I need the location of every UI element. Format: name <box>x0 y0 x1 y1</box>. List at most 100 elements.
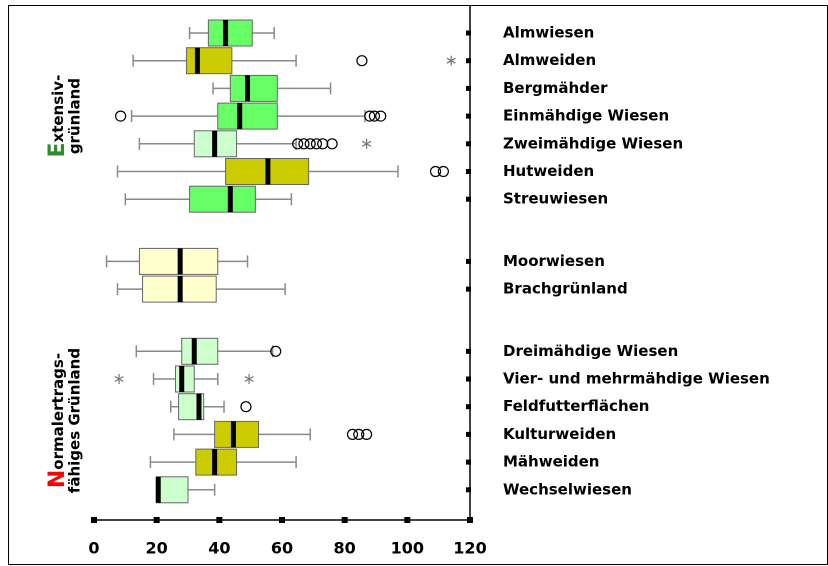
x-tick-label: 80 <box>334 539 356 558</box>
outlier <box>346 428 359 440</box>
median <box>179 366 185 392</box>
x-tick <box>467 517 473 523</box>
category-label: Almwiesen <box>503 24 594 42</box>
outlier <box>368 110 381 122</box>
category-label: Wechselwiesen <box>503 480 632 498</box>
category-label: Dreimähdige Wiesen <box>503 342 678 360</box>
x-tick <box>153 517 160 523</box>
category-label: Streuwiesen <box>503 190 608 208</box>
x-tick <box>404 517 411 523</box>
group-initial: E <box>45 142 70 157</box>
category-label: Almweiden <box>503 51 596 69</box>
median <box>191 338 197 365</box>
category-tick <box>466 404 471 410</box>
category-label: Kulturweiden <box>503 425 616 443</box>
median <box>196 393 202 420</box>
outlier <box>356 55 368 67</box>
group-label-line: grünland <box>66 78 84 154</box>
category-label: Vier- und mehrmähdige Wiesen <box>503 370 770 388</box>
box <box>214 420 259 448</box>
category-tick <box>466 258 471 264</box>
x-tick-label: 40 <box>208 539 230 558</box>
outlier <box>317 138 329 150</box>
box <box>181 337 219 365</box>
box <box>229 74 278 102</box>
extreme-mark <box>446 55 456 66</box>
extreme-stroke <box>361 140 372 147</box>
outlier <box>304 138 316 150</box>
median <box>237 103 243 130</box>
extreme-stroke <box>114 375 124 383</box>
category-tick <box>466 141 471 147</box>
category-label: Einmähdige Wiesen <box>503 107 669 125</box>
category-label: Feldfutterflächen <box>503 397 649 415</box>
category-tick <box>466 431 471 437</box>
outlier <box>361 428 373 440</box>
category-label: Hutweiden <box>503 162 594 180</box>
median <box>177 248 183 275</box>
category-tick <box>466 348 471 354</box>
extreme-stroke <box>446 57 456 64</box>
outlier <box>326 138 338 150</box>
group-label-line: xtensiv- <box>49 75 67 143</box>
x-tick-label: 60 <box>271 539 293 558</box>
box <box>189 185 256 213</box>
median <box>245 75 251 102</box>
category-tick <box>466 286 471 292</box>
x-tick-label: 0 <box>88 539 99 558</box>
median <box>177 276 183 303</box>
median <box>223 20 229 46</box>
category-tick <box>466 196 471 202</box>
extreme-mark <box>361 138 372 149</box>
category-label: Mähweiden <box>503 453 600 471</box>
group-label-line: fähiges Grünland <box>66 348 84 493</box>
median <box>227 186 233 213</box>
outlier <box>298 138 310 150</box>
outlier <box>364 110 376 122</box>
median <box>212 130 218 157</box>
category-tick <box>466 30 471 36</box>
median <box>265 158 271 185</box>
box <box>217 102 278 130</box>
category-tick <box>466 113 471 119</box>
outlier <box>270 345 282 357</box>
outlier <box>375 110 387 122</box>
category-label: Zweimähdige Wiesen <box>503 134 683 152</box>
category-tick <box>466 376 471 382</box>
category-label: Brachgrünland <box>503 280 628 298</box>
extreme-mark <box>114 374 124 384</box>
outlier <box>310 138 323 150</box>
box <box>156 476 189 504</box>
extreme-mark <box>244 374 254 384</box>
box <box>185 47 233 75</box>
category-tick <box>466 85 471 91</box>
outlier <box>353 428 365 440</box>
x-tick <box>279 517 285 523</box>
x-tick-label: 20 <box>146 539 168 558</box>
outlier <box>429 165 442 178</box>
group-label-line: ormalertrags- <box>49 353 67 470</box>
group-initial: N <box>45 470 70 488</box>
median <box>230 421 236 448</box>
category-label: Moorwiesen <box>503 252 605 270</box>
x-tick-label: 120 <box>453 539 486 558</box>
frame <box>8 5 828 565</box>
category-label: Bergmähder <box>503 79 608 97</box>
outlier <box>292 138 304 150</box>
x-tick <box>341 517 348 523</box>
outlier <box>115 110 127 122</box>
category-tick <box>466 459 471 465</box>
group-label: Extensiv- <box>45 75 70 158</box>
extreme-stroke <box>244 375 254 383</box>
outlier <box>240 401 252 413</box>
category-tick <box>466 169 471 174</box>
box <box>207 19 253 47</box>
x-tick-label: 100 <box>391 539 424 558</box>
category-tick <box>466 58 471 64</box>
category-tick <box>466 487 471 493</box>
median <box>212 449 218 476</box>
x-tick <box>91 517 97 523</box>
box <box>174 365 195 393</box>
group-label: Normalertrags- <box>45 353 70 488</box>
x-tick <box>216 517 223 523</box>
